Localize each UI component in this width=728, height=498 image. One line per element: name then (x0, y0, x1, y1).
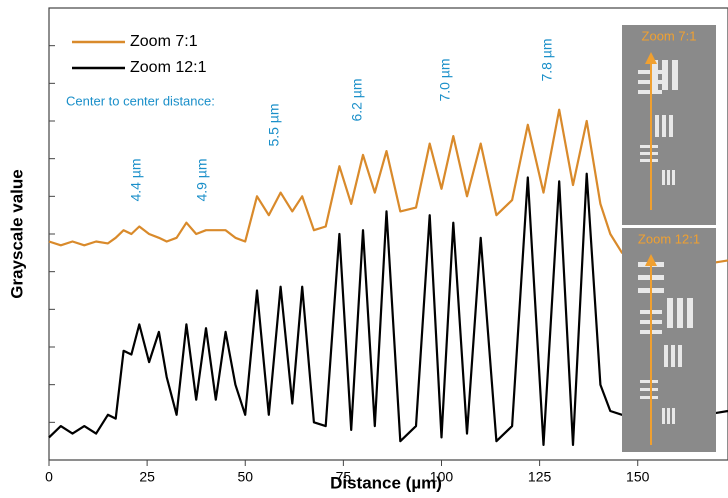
inset-12: Zoom 12:1 (622, 228, 716, 452)
inset-7: Zoom 7:1 (622, 25, 716, 225)
x-tick-label: 125 (528, 469, 552, 485)
distance-annotation: 4.9 µm (194, 158, 210, 201)
annotation-title: Center to center distance: (66, 93, 215, 108)
inset-label: Zoom 7:1 (642, 28, 697, 43)
x-tick-label: 50 (237, 469, 253, 485)
x-axis-label: Distance (µm) (330, 473, 442, 492)
inset-arrowhead (645, 254, 657, 266)
inset-arrowhead (645, 52, 657, 64)
plot-lines (48, 108, 728, 446)
x-tick-label: 25 (139, 469, 155, 485)
distance-annotation: 7.8 µm (539, 38, 555, 81)
x-tick-label: 100 (430, 469, 454, 485)
series-line (48, 108, 728, 266)
legend-label: Zoom 7:1 (130, 33, 198, 50)
y-axis-label: Grayscale value (7, 169, 26, 298)
x-tick-label: 0 (45, 469, 53, 485)
distance-annotation: 5.5 µm (266, 103, 282, 146)
distance-annotation: 6.2 µm (349, 78, 365, 121)
x-tick-label: 75 (336, 469, 352, 485)
distance-annotation: 4.4 µm (128, 158, 144, 201)
series-line (48, 172, 728, 446)
x-tick-label: 150 (626, 469, 650, 485)
distance-annotation: 7.0 µm (437, 58, 453, 101)
inset-label: Zoom 12:1 (638, 231, 700, 246)
legend-label: Zoom 12:1 (130, 59, 207, 76)
